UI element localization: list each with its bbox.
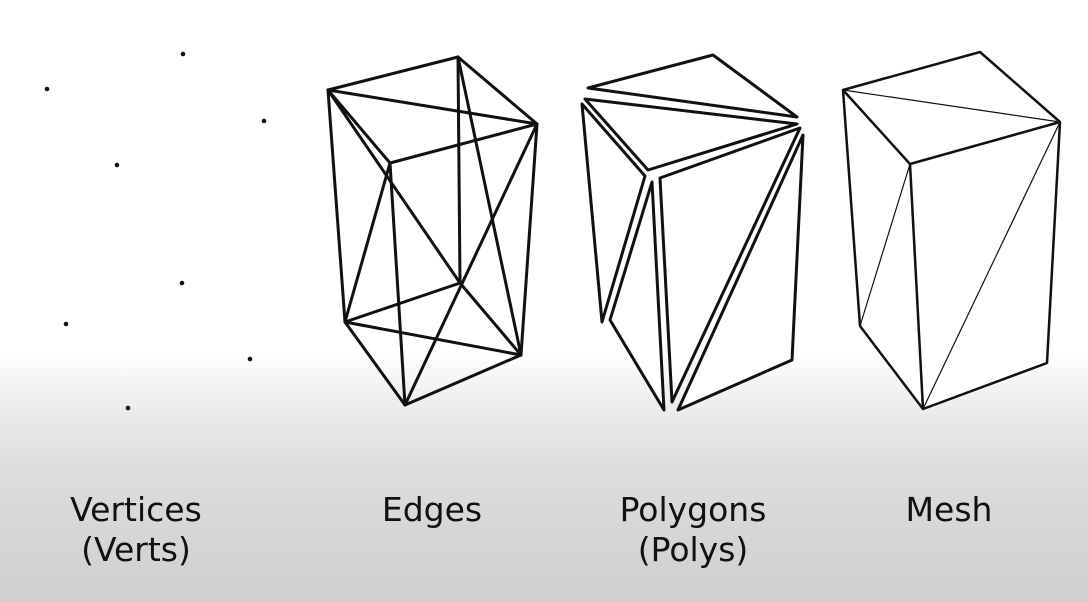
polygons-figure — [580, 53, 805, 412]
edges-label: Edges — [332, 490, 532, 530]
polygon-face — [658, 126, 802, 404]
edge-line — [343, 161, 392, 324]
polygon-face — [583, 97, 799, 172]
polygon-face — [586, 53, 799, 119]
edge-line — [343, 320, 523, 357]
edges-label-line1: Edges — [381, 490, 483, 529]
vertices-label-line1: Vertices — [70, 490, 202, 529]
edge-line — [403, 353, 523, 407]
vertex-dot — [247, 356, 253, 362]
mesh-edge — [909, 120, 1061, 166]
polygons-label: Polygons (Polys) — [593, 490, 793, 570]
vertices-figure — [44, 51, 267, 411]
vertex-dot — [180, 51, 186, 57]
mesh-edge — [842, 89, 911, 165]
edge-line — [519, 122, 539, 357]
edge-line — [326, 55, 460, 92]
vertex-dot — [179, 280, 185, 286]
edge-line — [456, 55, 462, 285]
mesh-label-line1: Mesh — [905, 490, 993, 529]
edge-line — [326, 88, 462, 285]
edge-line — [456, 55, 539, 126]
vertex-dot — [261, 118, 267, 124]
mesh-triangulation-line — [842, 89, 1061, 123]
polygons-label-line1: Polygons — [619, 490, 767, 529]
edge-line — [326, 88, 392, 165]
edge-line — [326, 88, 539, 126]
polygons-label-line2: (Polys) — [637, 530, 749, 569]
mesh-figure — [841, 50, 1062, 411]
polygon-face — [608, 180, 666, 412]
edge-line — [458, 281, 523, 357]
vertex-dot — [114, 162, 120, 168]
vertex-dot — [125, 405, 131, 411]
edge-line — [326, 88, 347, 324]
mesh-triangulation-line — [922, 121, 1061, 410]
edge-line — [343, 281, 462, 324]
mesh-triangulation-line — [859, 163, 911, 327]
edge-line — [388, 161, 407, 407]
edge-line — [343, 320, 407, 407]
vertex-dot — [44, 86, 50, 92]
edge-line — [456, 55, 523, 357]
polygon-face — [580, 102, 647, 324]
edge-line — [388, 122, 539, 165]
vertices-label: Vertices (Verts) — [36, 490, 236, 570]
mesh-edge — [908, 163, 925, 410]
mesh-label: Mesh — [849, 490, 1049, 530]
vertex-dot — [63, 321, 69, 327]
edges-figure — [326, 55, 539, 407]
polygon-face — [676, 133, 805, 412]
vertices-label-line2: (Verts) — [81, 530, 191, 569]
edge-line — [403, 122, 539, 407]
